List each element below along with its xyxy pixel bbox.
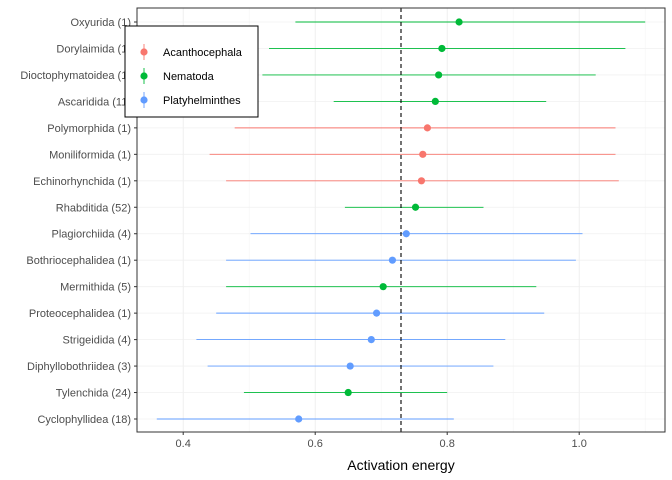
estimate-point (423, 124, 431, 132)
y-tick-label: Rhabditida (52) (56, 202, 131, 214)
y-tick-label: Oxyurida (1) (70, 17, 131, 29)
y-tick-label: Moniliformida (1) (49, 149, 131, 161)
y-tick-label: Bothriocephalidea (1) (26, 255, 131, 267)
y-tick-label: Mermithida (5) (60, 282, 131, 294)
estimate-point (419, 150, 427, 158)
legend-label: Platyhelminthes (163, 95, 241, 107)
estimate-point (455, 18, 463, 26)
y-tick-label: Tylenchida (24) (56, 388, 131, 400)
estimate-point (388, 256, 397, 264)
x-axis-title: Activation energy (347, 457, 454, 473)
estimate-point (346, 362, 354, 370)
legend-key-point (140, 96, 148, 104)
y-tick-label: Ascaridida (11) (58, 96, 131, 108)
legend-label: Nematoda (163, 71, 215, 83)
estimate-point (344, 388, 352, 397)
estimate-point (372, 309, 381, 317)
y-tick-label: Dorylaimida (1) (56, 43, 131, 55)
x-tick-label: 0.4 (176, 438, 191, 450)
legend-key-point (140, 48, 148, 56)
y-tick-label: Diphyllobothriidea (3) (27, 361, 131, 373)
y-tick-label: Dioctophymatoidea (1) (20, 70, 131, 82)
estimate-point (431, 97, 439, 105)
estimate-point (438, 44, 446, 53)
legend-label: Acanthocephala (163, 47, 243, 59)
legend: Acanthocephala Nematoda Platyhelminthes (124, 25, 259, 118)
axes: Oxyurida (1) Dorylaimida (1) Dioctophymato… (20, 7, 666, 473)
legend-box (124, 25, 259, 118)
y-tick-label: Proteocephalidea (1) (29, 308, 131, 320)
estimate-points (295, 18, 463, 423)
estimate-point (435, 71, 443, 79)
estimate-point (367, 336, 375, 344)
estimate-point (379, 283, 387, 291)
estimate-point (295, 415, 303, 423)
y-tick-label: Polymorphida (1) (47, 123, 131, 135)
legend-key-point (140, 72, 148, 80)
y-tick-label: Strigeidida (4) (63, 335, 131, 347)
x-tick-label: 0.6 (308, 438, 323, 450)
x-tick-label: 0.8 (440, 438, 455, 450)
panel-border (136, 7, 666, 433)
x-tick-label: 1.0 (572, 438, 587, 450)
y-tick-label: Plagiorchiida (4) (52, 229, 131, 241)
estimate-point (411, 203, 420, 211)
y-tick-label: Cyclophyllidea (18) (37, 414, 131, 426)
y-tick-label: Echinorhynchida (1) (33, 176, 131, 188)
estimate-point (417, 177, 426, 185)
estimate-point (402, 230, 410, 238)
